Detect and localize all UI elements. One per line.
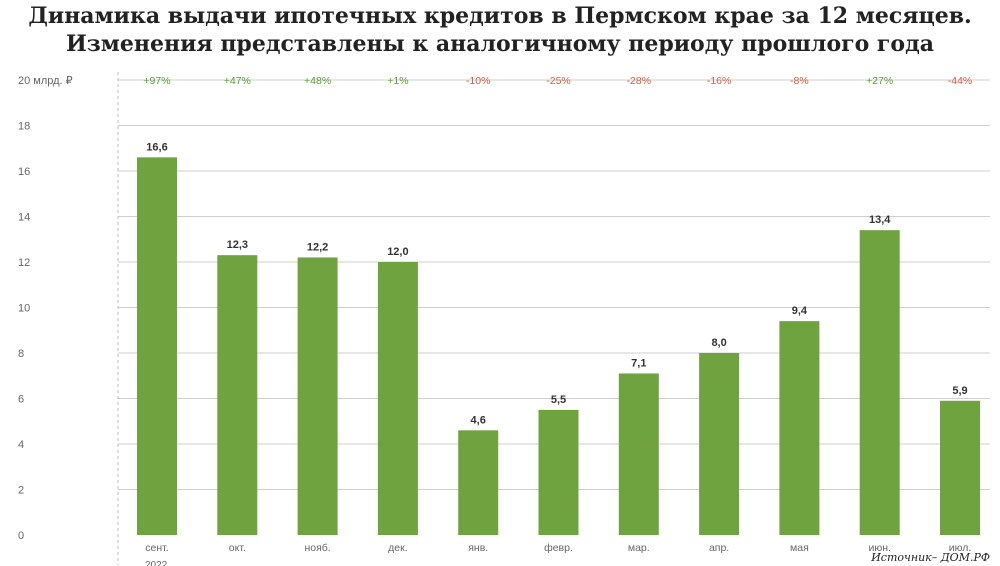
bar (859, 230, 900, 535)
x-tick-label: апр. (709, 542, 729, 554)
y-tick-label: 16 (18, 166, 30, 178)
year-label: 2022 (145, 560, 168, 566)
x-tick-label: февр. (544, 542, 573, 554)
x-tick-label: янв. (468, 542, 488, 554)
value-label: 5,5 (551, 394, 566, 406)
title-line-2: Изменения представлены к аналогичному пе… (65, 31, 935, 57)
y-tick-label: 14 (18, 212, 30, 224)
y-axis-label: 20 млрд. ₽ (18, 75, 73, 87)
chart-title: Динамика выдачи ипотечных кредитов в Пер… (0, 0, 1000, 58)
change-label: -28% (627, 75, 652, 87)
value-label: 12,0 (387, 246, 408, 258)
y-tick-label: 10 (18, 303, 30, 315)
bar (377, 262, 418, 535)
change-label: -16% (707, 75, 732, 87)
bar (618, 373, 659, 535)
y-tick-label: 4 (18, 439, 24, 451)
change-label: -25% (546, 75, 571, 87)
bar (217, 255, 258, 536)
change-label: +47% (224, 75, 251, 87)
bar (699, 353, 740, 535)
x-tick-label: сент. (145, 542, 168, 554)
x-tick-label: нояб. (304, 542, 330, 554)
change-label: +27% (866, 75, 893, 87)
x-tick-label: мая (790, 542, 809, 554)
value-label: 9,4 (792, 305, 808, 317)
change-label: +48% (304, 75, 331, 87)
bar (297, 257, 338, 535)
value-label: 7,1 (631, 357, 646, 369)
value-label: 8,0 (711, 337, 726, 349)
x-tick-label: окт. (229, 542, 246, 554)
y-tick-label: 18 (18, 121, 30, 133)
y-tick-label: 12 (18, 257, 30, 269)
change-label: +97% (143, 75, 170, 87)
source-note: Источник– ДОМ.РФ (869, 551, 992, 564)
bar (137, 157, 177, 535)
value-label: 5,9 (952, 385, 967, 397)
x-tick-label: мар. (628, 542, 650, 554)
title-line-1: Динамика выдачи ипотечных кредитов в Пер… (28, 3, 972, 29)
value-label: 16,6 (146, 141, 167, 153)
y-tick-label: 2 (18, 485, 24, 497)
value-label: 12,2 (307, 241, 328, 253)
change-label: -44% (948, 75, 973, 87)
value-label: 12,3 (227, 239, 248, 251)
change-label: -8% (790, 75, 809, 87)
y-tick-label: 6 (18, 394, 24, 406)
bar (458, 430, 499, 535)
change-label: +1% (387, 75, 408, 87)
value-label: 4,6 (471, 414, 486, 426)
y-tick-label: 0 (18, 530, 24, 542)
bar (538, 409, 579, 535)
y-tick-label: 8 (18, 348, 24, 360)
change-label: -10% (466, 75, 491, 87)
bar (779, 321, 820, 535)
value-label: 13,4 (869, 214, 891, 226)
x-tick-label: дек. (388, 542, 407, 554)
bar (940, 400, 980, 535)
